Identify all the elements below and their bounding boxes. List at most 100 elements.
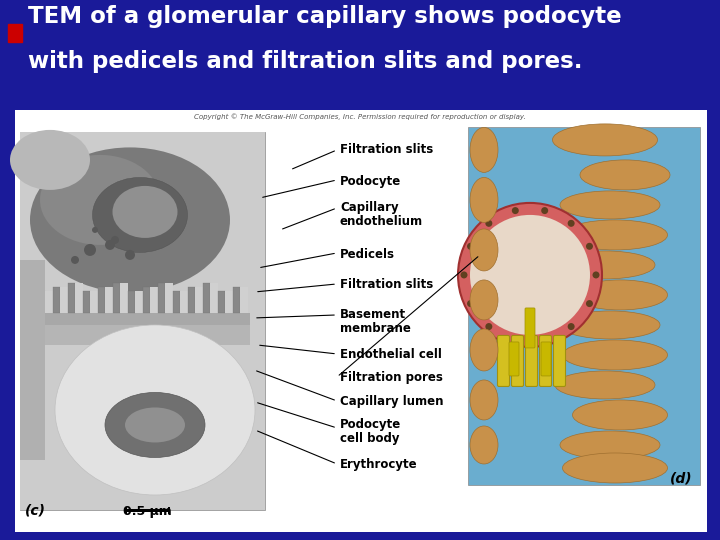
Ellipse shape	[30, 147, 230, 293]
FancyBboxPatch shape	[539, 335, 552, 387]
Bar	[38, 291, 45, 313]
FancyBboxPatch shape	[526, 335, 538, 387]
Ellipse shape	[470, 178, 498, 222]
Bar	[150, 287, 158, 313]
Circle shape	[567, 323, 575, 330]
Bar	[180, 291, 188, 313]
Bar	[158, 283, 165, 313]
Circle shape	[541, 336, 548, 343]
Text: Filtration pores: Filtration pores	[340, 372, 443, 384]
Bar	[168, 507, 170, 514]
Bar	[83, 291, 90, 313]
Text: Endothelial cell: Endothelial cell	[340, 348, 442, 361]
Bar	[218, 291, 225, 313]
Circle shape	[586, 300, 593, 307]
Ellipse shape	[55, 325, 255, 495]
Ellipse shape	[562, 220, 667, 250]
Bar	[45, 291, 53, 313]
Text: with pedicels and filtration slits and pores.: with pedicels and filtration slits and p…	[28, 50, 582, 73]
Circle shape	[461, 272, 467, 279]
FancyBboxPatch shape	[511, 335, 523, 387]
Bar	[143, 287, 150, 313]
Circle shape	[512, 336, 519, 343]
Ellipse shape	[560, 191, 660, 219]
Ellipse shape	[112, 186, 178, 238]
Ellipse shape	[105, 393, 205, 457]
Text: (c): (c)	[25, 504, 46, 518]
Circle shape	[84, 244, 96, 256]
Ellipse shape	[562, 340, 667, 370]
FancyBboxPatch shape	[509, 342, 519, 376]
Circle shape	[541, 207, 548, 214]
Bar	[468, 127, 700, 485]
Circle shape	[586, 243, 593, 250]
Bar	[60, 287, 68, 313]
Ellipse shape	[10, 130, 90, 190]
Bar	[210, 283, 218, 313]
FancyBboxPatch shape	[525, 308, 535, 348]
Bar	[98, 287, 105, 313]
Ellipse shape	[572, 400, 667, 430]
Bar	[53, 287, 60, 313]
Bar	[30, 325, 250, 345]
FancyBboxPatch shape	[498, 335, 510, 387]
FancyBboxPatch shape	[554, 335, 565, 387]
Bar	[105, 287, 113, 313]
Ellipse shape	[470, 229, 498, 271]
Ellipse shape	[562, 453, 667, 483]
Bar	[165, 283, 173, 313]
Bar	[20, 132, 265, 510]
Bar	[8, 24, 22, 42]
Circle shape	[92, 227, 98, 233]
Circle shape	[111, 236, 119, 244]
Text: Podocyte: Podocyte	[340, 176, 401, 188]
Text: Pedicels: Pedicels	[340, 248, 395, 261]
Bar	[90, 291, 98, 313]
Bar	[233, 287, 240, 313]
Circle shape	[485, 220, 492, 227]
Text: Filtration slits: Filtration slits	[340, 279, 433, 292]
Circle shape	[485, 323, 492, 330]
Bar	[225, 291, 233, 313]
Bar	[125, 509, 170, 512]
Bar	[20, 132, 265, 510]
Text: Podocyte
cell body: Podocyte cell body	[340, 418, 401, 445]
Bar	[128, 291, 135, 313]
Ellipse shape	[555, 371, 655, 399]
Text: (d): (d)	[670, 472, 693, 486]
Text: Erythrocyte: Erythrocyte	[340, 458, 418, 471]
Bar	[188, 287, 195, 313]
Bar	[68, 283, 75, 313]
Text: Filtration slits: Filtration slits	[340, 144, 433, 157]
Ellipse shape	[40, 155, 160, 245]
Circle shape	[458, 203, 602, 347]
Ellipse shape	[470, 329, 498, 371]
Text: Capillary
endothelium: Capillary endothelium	[340, 201, 423, 228]
Ellipse shape	[470, 380, 498, 420]
Ellipse shape	[560, 311, 660, 339]
Ellipse shape	[580, 160, 670, 190]
Ellipse shape	[555, 251, 655, 279]
Bar	[75, 283, 83, 313]
Bar	[35, 313, 250, 325]
FancyBboxPatch shape	[541, 342, 551, 376]
Text: Capillary lumen: Capillary lumen	[340, 395, 444, 408]
Text: TEM of a glomerular capillary shows podocyte: TEM of a glomerular capillary shows podo…	[28, 5, 621, 28]
Circle shape	[125, 250, 135, 260]
Bar	[173, 291, 180, 313]
Circle shape	[467, 300, 474, 307]
Bar	[203, 283, 210, 313]
Circle shape	[470, 215, 590, 335]
Bar	[125, 507, 127, 514]
Ellipse shape	[470, 127, 498, 172]
Circle shape	[105, 240, 115, 250]
Ellipse shape	[572, 280, 667, 310]
Text: Copyright © The McGraw-Hill Companies, Inc. Permission required for reproduction: Copyright © The McGraw-Hill Companies, I…	[194, 113, 526, 119]
Circle shape	[567, 220, 575, 227]
Ellipse shape	[560, 431, 660, 459]
Circle shape	[71, 256, 79, 264]
Bar	[120, 283, 128, 313]
Circle shape	[593, 272, 600, 279]
Bar	[195, 287, 203, 313]
Bar	[135, 291, 143, 313]
